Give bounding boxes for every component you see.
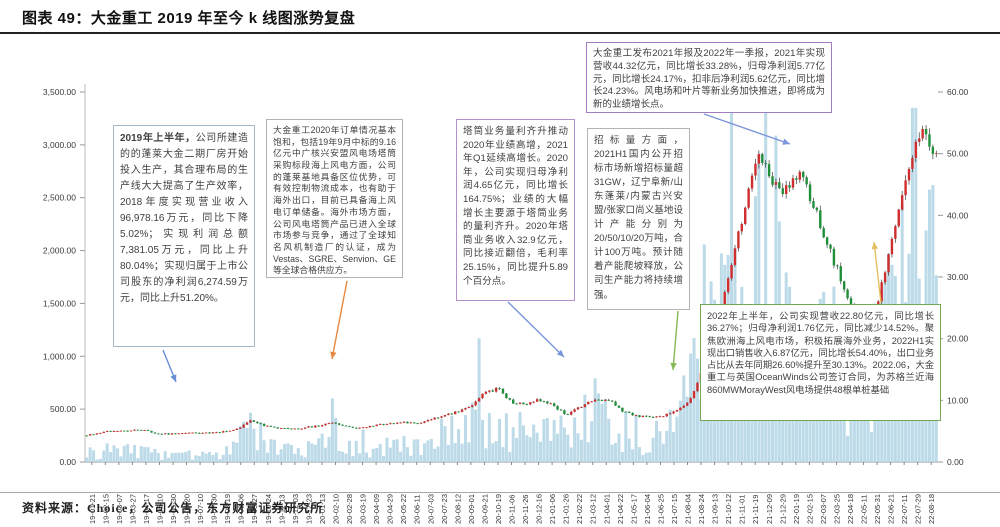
svg-text:1,500.00: 1,500.00 xyxy=(43,298,76,308)
svg-text:20-04-29: 20-04-29 xyxy=(386,494,395,524)
svg-text:21-08-04: 21-08-04 xyxy=(684,494,693,524)
svg-text:3,500.00: 3,500.00 xyxy=(43,87,76,97)
annotation-2021-annual-report: 大金重工发布2021年报及2022年一季报，2021年实现营收44.32亿元，同… xyxy=(586,42,832,113)
svg-text:19-04-17: 19-04-17 xyxy=(142,494,151,524)
annotation-body-text: 公司所建造的的蓬莱大金二期厂房开始投入生产，其合理布局的生产线大大提高了生产效率… xyxy=(120,133,249,304)
svg-text:21-01-26: 21-01-26 xyxy=(562,494,571,524)
svg-text:30.00: 30.00 xyxy=(947,272,969,282)
svg-text:20-06-11: 20-06-11 xyxy=(413,495,422,524)
svg-text:19-07-30: 19-07-30 xyxy=(210,494,219,524)
annotation-body-text: 大金重工2020年订单情况基本饱和，包括19年9月中标的9.16亿元中广核兴安盟… xyxy=(273,125,396,276)
annotation-2020-orders: 大金重工2020年订单情况基本饱和，包括19年9月中标的9.16亿元中广核兴安盟… xyxy=(266,119,403,278)
annotation-2019h1-production: 2019年上半年，公司所建造的的蓬莱大金二期厂房开始投入生产，其合理布局的生产线… xyxy=(113,125,255,347)
svg-text:20-11-26: 20-11-26 xyxy=(521,495,530,524)
svg-text:21-05-17: 21-05-17 xyxy=(629,494,638,524)
svg-text:21-02-22: 21-02-22 xyxy=(575,494,584,524)
svg-text:22-08-18: 22-08-18 xyxy=(927,494,936,524)
annotation-2021h1-bidding: 招标量方面，2021H1国内公开招标市场新增招标量超31GW，辽宁阜新/山东蓬莱… xyxy=(587,128,690,310)
footer-divider xyxy=(0,492,1000,493)
svg-text:19-12-03: 19-12-03 xyxy=(291,494,300,524)
svg-text:22-04-18: 22-04-18 xyxy=(846,494,855,524)
annotation-2020-results: 塔筒业务量利齐升推动2020年业绩高增，2021年Q1延续高增长。2020年，公… xyxy=(456,119,575,301)
svg-text:21-04-22: 21-04-22 xyxy=(616,494,625,524)
svg-text:0.00: 0.00 xyxy=(59,457,76,467)
svg-text:2,500.00: 2,500.00 xyxy=(43,193,76,203)
source-note: 资料来源：Choice，公司公告，东方财富证券研究所 xyxy=(22,501,324,515)
svg-text:21-01-06: 21-01-06 xyxy=(548,494,557,524)
svg-text:20-09-21: 20-09-21 xyxy=(480,494,489,524)
svg-text:19-11-13: 19-11-13 xyxy=(277,495,286,524)
svg-text:19-10-24: 19-10-24 xyxy=(264,494,273,524)
svg-text:19-06-20: 19-06-20 xyxy=(183,494,192,524)
svg-text:21-08-24: 21-08-24 xyxy=(697,494,706,524)
svg-text:20-07-03: 20-07-03 xyxy=(426,494,435,524)
svg-text:20-05-22: 20-05-22 xyxy=(399,494,408,524)
svg-text:50.00: 50.00 xyxy=(947,149,969,159)
svg-text:19-05-10: 19-05-10 xyxy=(155,494,164,524)
svg-text:22-05-31: 22-05-31 xyxy=(873,494,882,524)
svg-text:20-11-06: 20-11-06 xyxy=(508,495,517,524)
svg-text:19-12-23: 19-12-23 xyxy=(304,494,313,524)
svg-text:19-01-21: 19-01-21 xyxy=(88,494,97,524)
svg-text:20-02-10: 20-02-10 xyxy=(331,494,340,524)
svg-text:20-08-12: 20-08-12 xyxy=(453,494,462,524)
svg-text:21-06-25: 21-06-25 xyxy=(656,494,665,524)
svg-text:20-01-13: 20-01-13 xyxy=(318,494,327,524)
svg-text:20-04-09: 20-04-09 xyxy=(372,494,381,524)
svg-text:21-11-01: 21-11-01 xyxy=(738,495,747,524)
svg-text:21-03-12: 21-03-12 xyxy=(589,494,598,524)
svg-text:22-01-19: 22-01-19 xyxy=(792,494,801,524)
svg-text:20-12-16: 20-12-16 xyxy=(535,494,544,524)
title-divider xyxy=(0,32,1000,34)
figure-title: 图表 49：大金重工 2019 年至今 k 线图涨势复盘 xyxy=(22,10,356,27)
svg-text:19-03-07: 19-03-07 xyxy=(115,494,124,524)
svg-text:21-10-12: 21-10-12 xyxy=(724,494,733,524)
svg-text:0.00: 0.00 xyxy=(947,457,964,467)
svg-text:20-10-19: 20-10-19 xyxy=(494,494,503,524)
svg-text:22-06-21: 22-06-21 xyxy=(887,494,896,524)
annotation-body-text: 招标量方面，2021H1国内公开招标市场新增招标量超31GW，辽宁阜新/山东蓬莱… xyxy=(594,135,683,301)
svg-text:2,000.00: 2,000.00 xyxy=(43,246,76,256)
svg-text:20-02-28: 20-02-28 xyxy=(345,494,354,524)
svg-text:19-09-27: 19-09-27 xyxy=(250,494,259,524)
svg-text:22-03-25: 22-03-25 xyxy=(832,494,841,524)
annotation-body-text: 2022年上半年，公司实现营收22.80亿元，同比增长36.27%；归母净利润1… xyxy=(707,311,934,395)
svg-text:20.00: 20.00 xyxy=(947,334,969,344)
svg-text:1,000.00: 1,000.00 xyxy=(43,351,76,361)
svg-text:22-03-07: 22-03-07 xyxy=(819,494,828,524)
svg-text:60.00: 60.00 xyxy=(947,87,969,97)
annotation-body-text: 塔筒业务量利齐升推动2020年业绩高增，2021年Q1延续高增长。2020年，公… xyxy=(463,126,568,287)
svg-text:40.00: 40.00 xyxy=(947,210,969,220)
svg-text:21-06-04: 21-06-04 xyxy=(643,494,652,524)
svg-text:19-08-19: 19-08-19 xyxy=(223,494,232,524)
svg-text:10.00: 10.00 xyxy=(947,395,969,405)
svg-text:500.00: 500.00 xyxy=(50,404,76,414)
svg-text:19-09-06: 19-09-06 xyxy=(237,494,246,524)
svg-text:22-07-11: 22-07-11 xyxy=(900,495,909,524)
svg-text:19-02-15: 19-02-15 xyxy=(101,494,110,524)
svg-text:19-07-10: 19-07-10 xyxy=(196,494,205,524)
svg-text:20-09-01: 20-09-01 xyxy=(467,494,476,524)
svg-text:21-12-29: 21-12-29 xyxy=(778,494,787,524)
svg-text:20-03-19: 20-03-19 xyxy=(359,494,368,524)
annotation-2022h1-results: 2022年上半年，公司实现营收22.80亿元，同比增长36.27%；归母净利润1… xyxy=(700,304,941,421)
annotation-lead-text: 2019年上半年， xyxy=(120,133,196,144)
svg-text:21-07-15: 21-07-15 xyxy=(670,494,679,524)
svg-text:21-12-09: 21-12-09 xyxy=(765,494,774,524)
svg-text:22-05-11: 22-05-11 xyxy=(860,495,869,524)
svg-text:21-09-13: 21-09-13 xyxy=(711,494,720,524)
svg-text:3,000.00: 3,000.00 xyxy=(43,140,76,150)
svg-text:21-04-01: 21-04-01 xyxy=(602,494,611,524)
annotation-body-text: 大金重工发布2021年报及2022年一季报，2021年实现营收44.32亿元，同… xyxy=(593,48,825,111)
x-axis-labels: 19-01-21 19-02-15 19-03-07 19-03-27 19-04-17… xyxy=(88,462,936,524)
svg-text:20-07-23: 20-07-23 xyxy=(440,494,449,524)
svg-text:19-03-27: 19-03-27 xyxy=(128,494,137,524)
svg-text:21-11-19: 21-11-19 xyxy=(751,495,760,524)
svg-text:19-05-30: 19-05-30 xyxy=(169,494,178,524)
svg-text:22-02-15: 22-02-15 xyxy=(805,494,814,524)
svg-text:22-07-29: 22-07-29 xyxy=(914,494,923,524)
